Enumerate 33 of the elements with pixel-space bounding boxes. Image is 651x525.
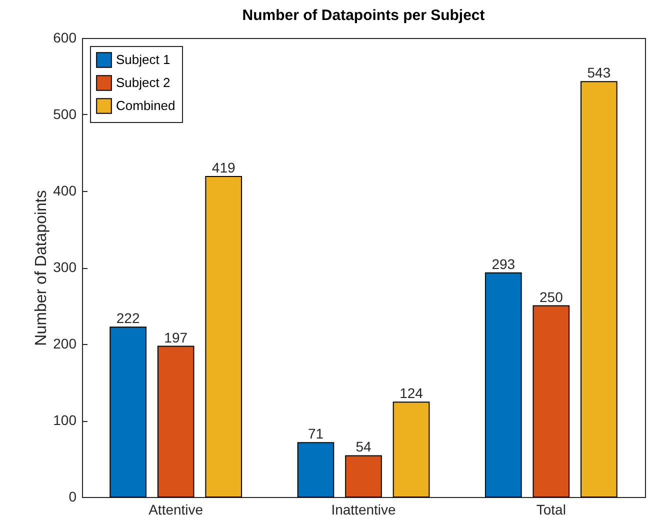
- bar: [157, 346, 194, 498]
- bar: [110, 326, 146, 498]
- data-label: 124: [400, 385, 424, 402]
- bar: [345, 455, 382, 498]
- y-tick-label: 0: [68, 488, 77, 504]
- y-tick-label: 600: [53, 30, 77, 46]
- data-label: 293: [492, 256, 516, 272]
- x-tick-label: Total: [536, 502, 566, 518]
- bar: [297, 442, 334, 498]
- y-tick-label: 200: [53, 336, 77, 352]
- y-tick-label: 400: [53, 182, 77, 198]
- x-tick-label: Inattentive: [331, 502, 396, 518]
- data-label: 419: [212, 159, 236, 176]
- data-label: 71: [308, 426, 324, 442]
- bar: [205, 176, 242, 498]
- bar: [580, 81, 618, 498]
- y-tick-label: 500: [53, 106, 77, 122]
- y-axis-title: Number of Datapoints: [33, 190, 50, 346]
- bar: [392, 402, 430, 498]
- data-label: 54: [356, 438, 372, 455]
- data-label: 543: [587, 64, 611, 81]
- x-tick-label: Attentive: [148, 502, 204, 518]
- data-label: 222: [116, 310, 140, 326]
- data-label: 197: [164, 329, 188, 346]
- y-tick-label: 100: [53, 412, 77, 428]
- data-label: 250: [539, 288, 564, 305]
- bar: [532, 305, 570, 498]
- legend-label: Subject 2: [116, 75, 170, 90]
- legend-label: Subject 1: [116, 52, 170, 67]
- chart-title: Number of Datapoints per Subject: [242, 7, 485, 24]
- bar: [484, 272, 522, 498]
- legend-label: Combined: [116, 98, 176, 113]
- y-tick-label: 300: [53, 259, 77, 275]
